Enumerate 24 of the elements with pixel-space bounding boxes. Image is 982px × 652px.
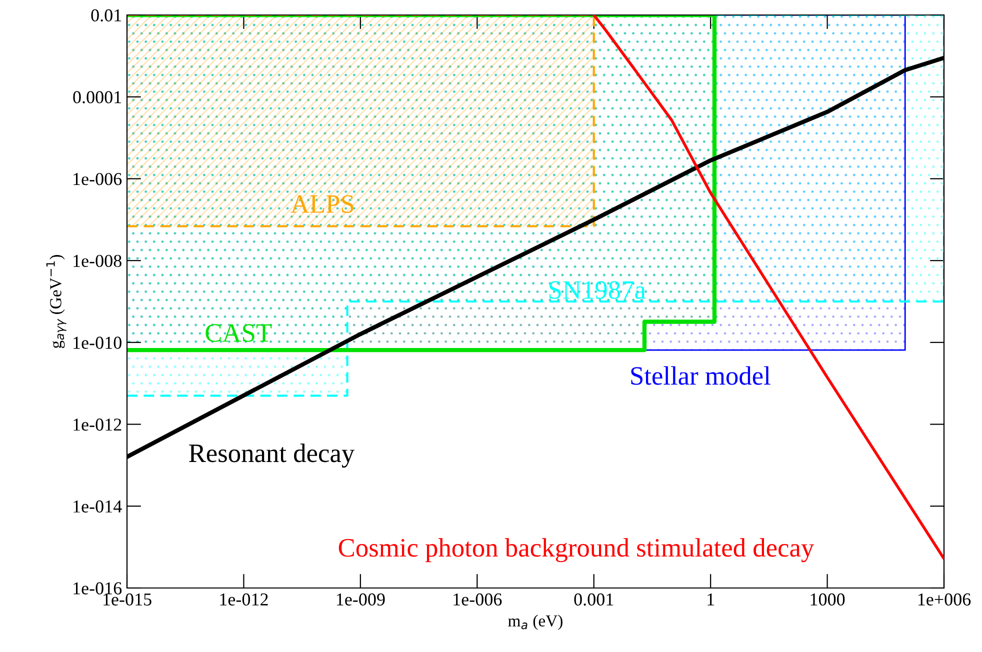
y-tick-label: 1e-012 bbox=[74, 418, 122, 431]
series-label: SN1987a bbox=[550, 281, 646, 299]
y-tick-label: 1e-006 bbox=[74, 172, 122, 186]
series-label: ALPS bbox=[290, 195, 354, 213]
y-axis-title: g$_{aγγ}$ (GeV$^{−1}$) bbox=[46, 255, 66, 348]
y-tick-label: 1e-008 bbox=[74, 254, 122, 268]
x-tick-label: 1e-012 bbox=[220, 593, 268, 606]
y-tick-label: 1e-010 bbox=[74, 336, 122, 349]
x-tick-label: 1 bbox=[708, 593, 714, 606]
series-label: Stellar model bbox=[631, 366, 770, 385]
x-tick-label: 1e+006 bbox=[918, 593, 971, 606]
x-tick-label: 1e-006 bbox=[454, 593, 502, 606]
x-tick-label: 1e-009 bbox=[336, 593, 385, 606]
y-tick-label: 0.01 bbox=[91, 9, 122, 22]
y-tick-label: 1e-014 bbox=[74, 500, 122, 513]
y-tick-label: 0.0001 bbox=[73, 91, 122, 104]
x-tick-label: 1000 bbox=[810, 593, 845, 606]
y-tick-label: 1e-016 bbox=[74, 582, 122, 594]
text: Cosmic photon background stimulated decay bbox=[338, 538, 814, 562]
x-tick-label: 0.001 bbox=[574, 593, 614, 606]
x-tick-label: 1e-015 bbox=[104, 593, 152, 606]
series-label: Resonant decay bbox=[189, 444, 355, 468]
x-axis-title: m$_{a}$ (eV) bbox=[508, 614, 562, 630]
series-label: CAST bbox=[206, 324, 272, 342]
